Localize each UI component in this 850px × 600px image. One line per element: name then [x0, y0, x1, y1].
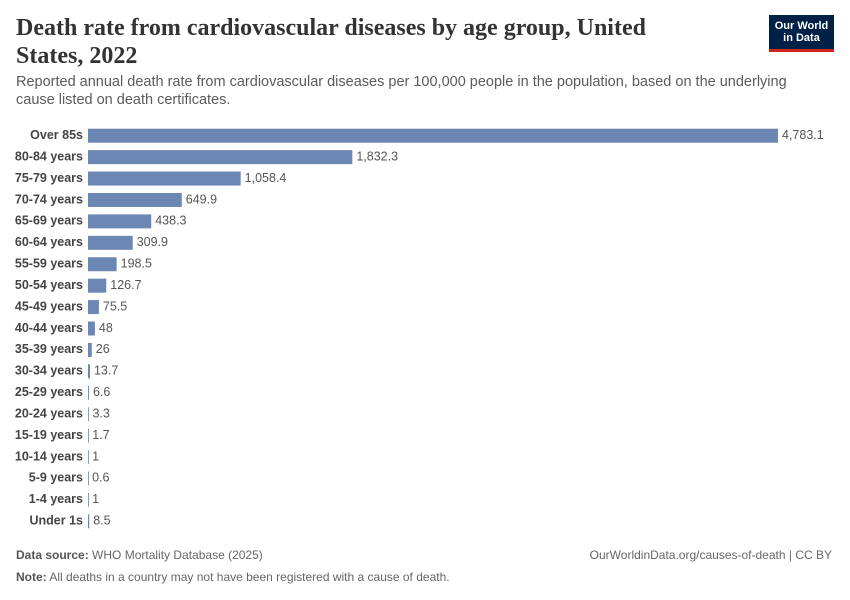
data-label: 13.7 [94, 364, 118, 378]
chart-title: Death rate from cardiovascular diseases … [16, 15, 646, 69]
y-tick-label: 10-14 years [15, 449, 83, 463]
source: Data source: WHO Mortality Database (202… [16, 548, 263, 562]
bar [88, 300, 99, 315]
bar [88, 385, 89, 400]
note: Note: All deaths in a country may not ha… [16, 570, 450, 584]
data-label: 1,058.4 [245, 171, 287, 185]
bar [88, 150, 353, 165]
bar [88, 257, 117, 272]
data-label: 3.3 [92, 406, 109, 420]
y-tick-label: Under 1s [30, 514, 84, 528]
note-label: Note: [16, 570, 47, 584]
logo[interactable]: Our World in Data [769, 15, 834, 52]
bar [88, 128, 778, 143]
y-tick-label: 40-44 years [15, 321, 83, 335]
data-label: 649.9 [186, 192, 217, 206]
source-label: Data source: [16, 548, 89, 562]
bar [88, 514, 90, 529]
y-tick-label: 20-24 years [15, 406, 83, 420]
data-label: 8.5 [93, 514, 110, 528]
logo-text: Our World [774, 20, 829, 32]
data-label: 126.7 [110, 278, 141, 292]
data-label: 4,783.1 [782, 128, 824, 142]
data-label: 198.5 [121, 257, 152, 271]
bar [88, 192, 182, 207]
bar [88, 171, 241, 186]
y-tick-label: 60-64 years [15, 235, 83, 249]
y-tick-label: 30-34 years [15, 364, 83, 378]
bar [88, 492, 89, 507]
bar [88, 364, 90, 379]
bar [88, 321, 95, 336]
y-tick-label: 65-69 years [15, 214, 83, 228]
bar [88, 214, 152, 229]
y-tick-label: 75-79 years [15, 171, 83, 185]
y-tick-label: 1-4 years [29, 492, 83, 506]
y-tick-label: 25-29 years [15, 385, 83, 399]
y-tick-label: 35-39 years [15, 342, 83, 356]
bar [88, 342, 92, 357]
y-tick-label: Over 85s [30, 128, 83, 142]
y-tick-label: 70-74 years [15, 192, 83, 206]
y-tick-label: 45-49 years [15, 299, 83, 313]
bar [88, 407, 89, 422]
data-label: 438.3 [155, 214, 186, 228]
y-tick-label: 50-54 years [15, 278, 83, 292]
bar [88, 471, 89, 486]
data-label: 1 [92, 449, 99, 463]
data-label: 0.6 [92, 471, 109, 485]
data-label: 75.5 [103, 299, 127, 313]
logo-text: in Data [783, 32, 820, 44]
data-label: 1.7 [92, 428, 109, 442]
bar [88, 235, 133, 250]
note-text: All deaths in a country may not have bee… [49, 570, 450, 584]
url[interactable]: OurWorldinData.org/causes-of-death | CC … [589, 548, 832, 562]
data-label: 309.9 [137, 235, 168, 249]
y-tick-label: 80-84 years [15, 149, 83, 163]
chart: Over 85s 4,783.1 80-84 years 1,832.3 75-79 y… [15, 128, 824, 529]
data-label: 1,832.3 [356, 149, 398, 163]
source-text[interactable]: WHO Mortality Database (2025) [92, 548, 263, 562]
data-label: 26 [96, 342, 110, 356]
y-tick-label: 15-19 years [15, 428, 83, 442]
y-tick-label: 5-9 years [29, 471, 83, 485]
data-label: 48 [99, 321, 113, 335]
y-tick-label: 55-59 years [15, 257, 83, 271]
bar [88, 428, 89, 443]
data-label: 1 [92, 492, 99, 506]
data-label: 6.6 [93, 385, 110, 399]
bar [88, 450, 89, 465]
chart-subtitle: Reported annual death rate from cardiova… [16, 74, 787, 108]
bar [88, 278, 107, 293]
